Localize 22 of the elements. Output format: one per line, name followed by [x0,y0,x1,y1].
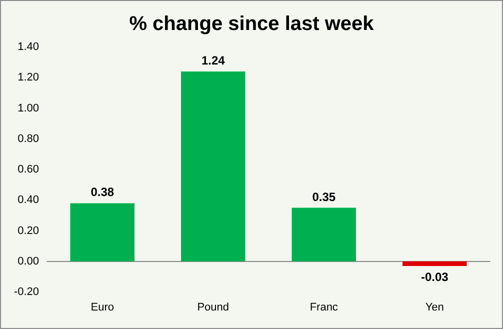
y-tick-label: 0.20 [18,224,39,237]
data-label: 1.24 [201,54,226,68]
y-tick-label: 0.60 [18,164,39,176]
y-tick-label: 0.40 [18,194,39,206]
y-tick-label: 1.40 [18,41,39,53]
bar [402,261,467,266]
y-tick-label: 0.00 [18,255,39,268]
bar [181,72,246,262]
y-tick-label: 1.00 [18,102,39,114]
chart-title: % change since last week [129,13,375,35]
data-label: 0.35 [312,190,336,204]
data-label: 0.38 [90,185,114,200]
y-tick-label: 1.20 [18,72,39,84]
bar [292,208,356,262]
x-tick-label: Pound [197,302,230,314]
bar [70,203,134,262]
y-tick-label: -0.20 [14,286,39,298]
y-tick-label: 0.80 [18,132,39,145]
x-tick-label: Franc [310,302,338,314]
x-tick-label: Euro [90,302,114,314]
data-label: -0.03 [420,270,449,284]
x-tick-label: Yen [425,302,444,314]
